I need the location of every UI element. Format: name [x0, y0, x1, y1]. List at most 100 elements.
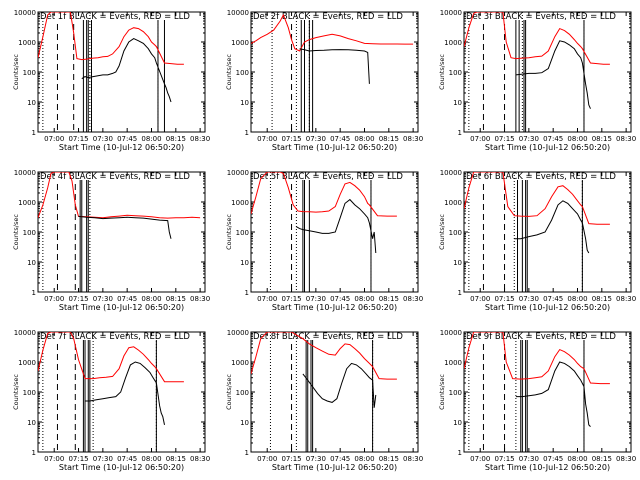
y-tick-label: 1000 — [444, 39, 462, 47]
x-tick-label: 08:15 — [592, 455, 612, 463]
chart-title: Det 1f BLACK = Events, RED = LLD — [40, 12, 190, 22]
x-tick-label: 07:30 — [93, 455, 113, 463]
y-tick-label: 100 — [23, 389, 36, 397]
series-line — [302, 362, 377, 408]
y-tick-label: 10 — [453, 419, 462, 427]
x-tick-label: 08:00 — [354, 295, 374, 303]
y-tick-label: 10000 — [14, 169, 36, 177]
x-tick-label: 07:15 — [494, 455, 514, 463]
y-tick-label: 10 — [27, 419, 36, 427]
y-tick-label: 1000 — [444, 199, 462, 207]
y-axis-label: Counts/sec — [225, 54, 233, 90]
y-axis-label: Counts/sec — [438, 374, 446, 410]
x-axis-label: Start Time (10-Jul-12 06:50:20) — [272, 143, 397, 152]
series-line — [81, 38, 172, 103]
x-tick-label: 07:00 — [44, 455, 64, 463]
x-tick-label: 07:15 — [68, 455, 88, 463]
plot-frame — [463, 11, 632, 133]
x-tick-label: 07:45 — [117, 455, 137, 463]
y-axis-label: Counts/sec — [12, 374, 20, 410]
x-tick-label: 07:15 — [494, 295, 514, 303]
y-tick-label: 1000 — [231, 39, 249, 47]
x-tick-label: 07:00 — [44, 295, 64, 303]
y-tick-label: 1000 — [231, 359, 249, 367]
x-tick-label: 08:00 — [354, 455, 374, 463]
chart-panel: Det 2f BLACK = Events, RED = LLD 1 10 100 10… — [225, 9, 423, 152]
x-tick-label: 08:30 — [403, 295, 423, 303]
x-tick-label: 07:15 — [281, 455, 301, 463]
y-tick-label: 10 — [240, 419, 249, 427]
chart-panel: Det 9f BLACK = Events, RED = LLD 1 10 100 10… — [438, 329, 636, 472]
x-axis-label: Start Time (10-Jul-12 06:50:20) — [272, 303, 397, 312]
plot-frame — [37, 11, 206, 133]
series-line — [464, 172, 610, 225]
y-tick-label: 10 — [240, 259, 249, 267]
x-tick-label: 07:45 — [330, 455, 350, 463]
x-tick-label: 07:45 — [330, 135, 350, 143]
plot-frame — [37, 171, 206, 293]
x-tick-label: 08:30 — [190, 455, 210, 463]
y-tick-label: 1 — [32, 449, 36, 457]
x-tick-label: 08:30 — [190, 295, 210, 303]
y-tick-label: 100 — [449, 389, 462, 397]
y-tick-label: 1 — [245, 289, 249, 297]
series-line — [514, 200, 590, 254]
x-tick-label: 07:30 — [519, 295, 539, 303]
x-tick-label: 08:15 — [379, 135, 399, 143]
series-line — [38, 12, 184, 65]
x-tick-label: 08:15 — [166, 135, 186, 143]
y-tick-label: 100 — [236, 229, 249, 237]
y-tick-label: 10000 — [227, 9, 249, 17]
y-tick-label: 10000 — [440, 329, 462, 337]
y-axis-label: Counts/sec — [225, 214, 233, 250]
x-tick-label: 07:15 — [281, 135, 301, 143]
x-tick-label: 07:15 — [68, 295, 88, 303]
x-tick-label: 07:00 — [44, 135, 64, 143]
y-tick-label: 1 — [245, 449, 249, 457]
y-tick-label: 100 — [449, 69, 462, 77]
x-axis-label: Start Time (10-Jul-12 06:50:20) — [485, 303, 610, 312]
y-tick-label: 10000 — [440, 9, 462, 17]
chart-panel: Det 5f BLACK = Events, RED = LLD 1 10 100 10… — [225, 169, 423, 312]
x-tick-label: 08:30 — [403, 455, 423, 463]
series-line — [251, 13, 414, 52]
x-axis-label: Start Time (10-Jul-12 06:50:20) — [59, 463, 184, 472]
x-axis-label: Start Time (10-Jul-12 06:50:20) — [59, 303, 184, 312]
series-line — [464, 332, 610, 385]
x-axis-label: Start Time (10-Jul-12 06:50:20) — [272, 463, 397, 472]
x-tick-label: 07:45 — [117, 295, 137, 303]
x-tick-label: 07:30 — [306, 455, 326, 463]
y-tick-label: 1 — [32, 289, 36, 297]
x-tick-label: 08:30 — [616, 295, 636, 303]
y-tick-label: 100 — [236, 69, 249, 77]
y-tick-label: 10000 — [227, 169, 249, 177]
x-tick-label: 08:00 — [567, 455, 587, 463]
x-tick-label: 08:30 — [616, 455, 636, 463]
x-tick-label: 08:30 — [403, 135, 423, 143]
plot-frame — [250, 331, 419, 453]
plot-frame — [463, 171, 632, 293]
x-axis-label: Start Time (10-Jul-12 06:50:20) — [59, 143, 184, 152]
series-line — [78, 215, 172, 239]
y-tick-label: 10 — [27, 259, 36, 267]
plot-frame — [463, 331, 632, 453]
x-tick-label: 08:15 — [379, 455, 399, 463]
y-tick-label: 10000 — [440, 169, 462, 177]
x-tick-label: 07:45 — [543, 455, 563, 463]
y-tick-label: 1000 — [231, 199, 249, 207]
x-tick-label: 08:15 — [592, 135, 612, 143]
x-tick-label: 07:30 — [93, 295, 113, 303]
x-axis-label: Start Time (10-Jul-12 06:50:20) — [485, 143, 610, 152]
y-tick-label: 100 — [449, 229, 462, 237]
series-line — [38, 332, 184, 383]
series-line — [38, 172, 201, 219]
y-tick-label: 10000 — [14, 9, 36, 17]
y-tick-label: 100 — [236, 389, 249, 397]
y-tick-label: 10 — [453, 99, 462, 107]
x-tick-label: 07:00 — [257, 135, 277, 143]
y-tick-label: 1 — [458, 289, 462, 297]
series-line — [464, 12, 610, 65]
plot-frame — [37, 331, 206, 453]
x-tick-label: 07:45 — [117, 135, 137, 143]
